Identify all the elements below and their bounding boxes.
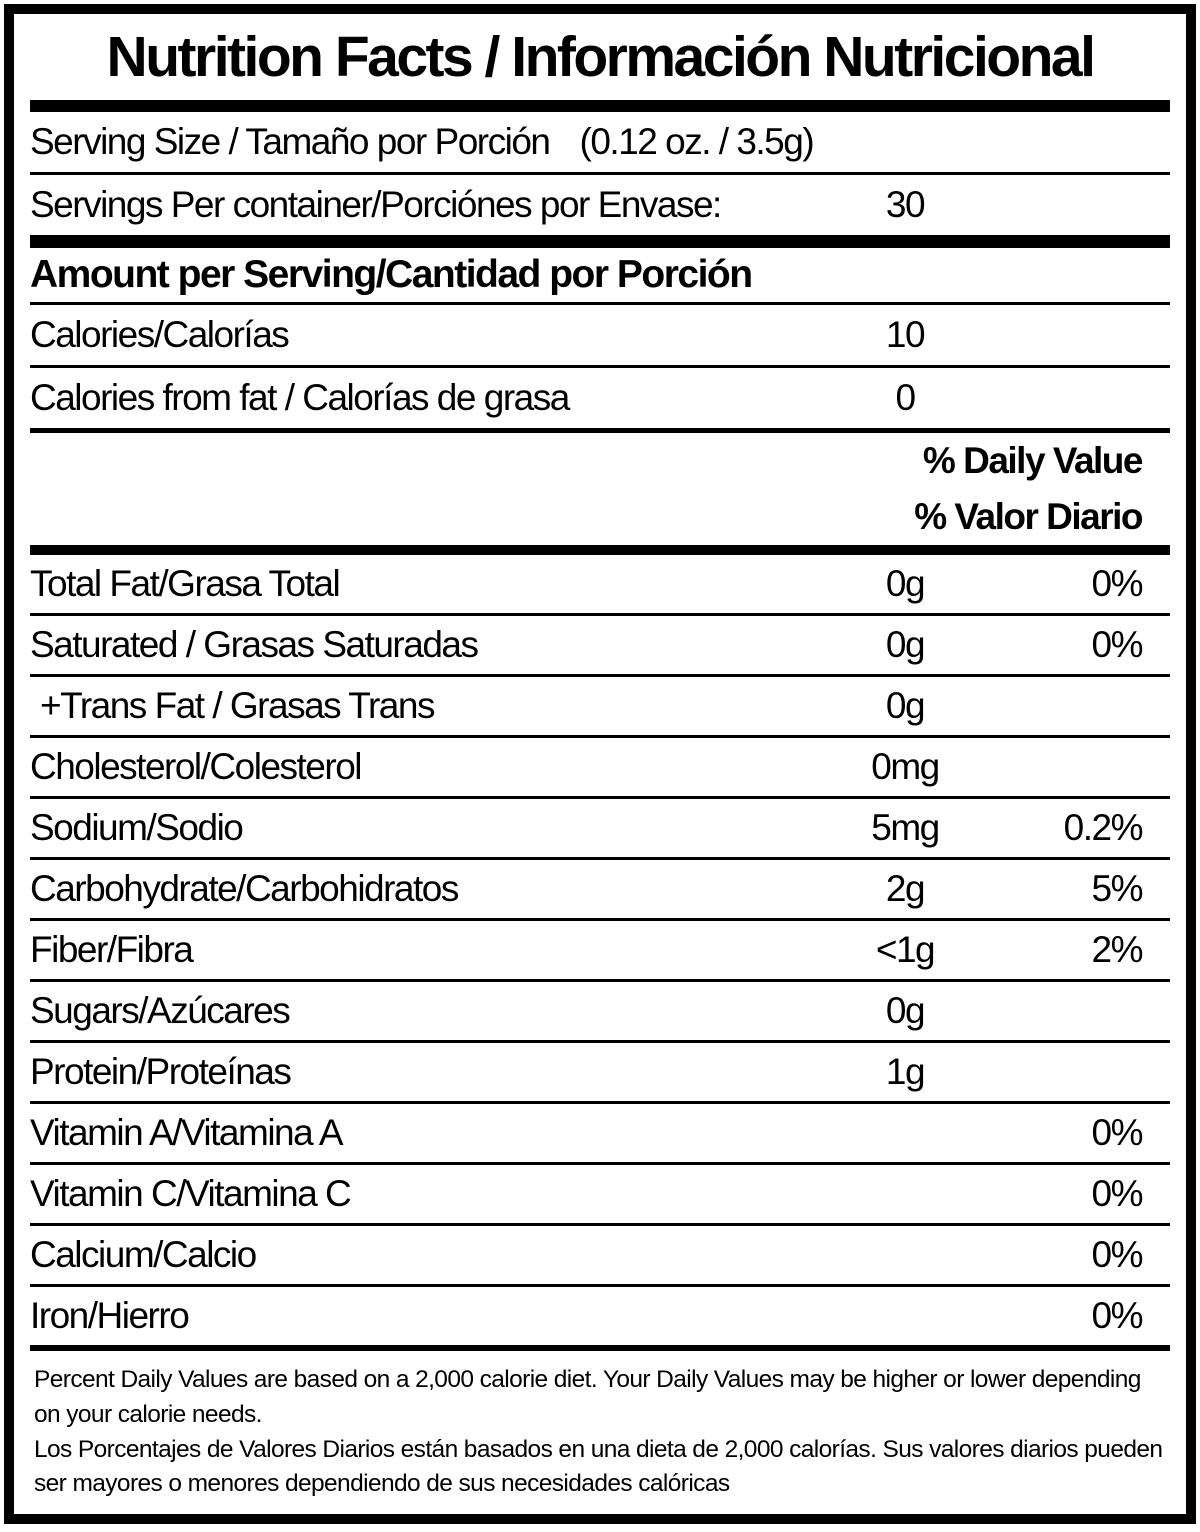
- calories-from-fat-label: Calories from fat / Calorías de grasa: [30, 377, 570, 418]
- nutrient-label: Total Fat/Grasa Total: [30, 563, 341, 604]
- divider-thin: [30, 302, 1170, 305]
- table-row-saturated-fat: Saturated / Grasas Saturadas 0g 0%: [30, 616, 1170, 677]
- table-row-cholesterol: Cholesterol/Colesterol 0mg: [30, 738, 1170, 799]
- table-row-calcium: Calcium/Calcio 0%: [30, 1226, 1170, 1287]
- table-row-sodium: Sodium/Sodio 5mg 0.2%: [30, 799, 1170, 860]
- servings-per-container-label: Servings Per container/Porciónes por Env…: [30, 184, 722, 225]
- nutrient-label: Sugars/Azúcares: [30, 990, 291, 1031]
- nutrient-label: Cholesterol/Colesterol: [30, 746, 363, 787]
- divider-thick-bottom: [30, 1345, 1170, 1351]
- table-row-protein: Protein/Proteínas 1g: [30, 1043, 1170, 1104]
- nutrient-label: Saturated / Grasas Saturadas: [30, 624, 479, 665]
- table-row-sugars: Sugars/Azúcares 0g: [30, 982, 1170, 1043]
- nutrient-label: Vitamin C/Vitamina C: [30, 1173, 352, 1214]
- nutrient-dv: 0.2%: [1063, 807, 1144, 848]
- nutrient-label: Protein/Proteínas: [30, 1051, 292, 1092]
- table-row-trans-fat: +Trans Fat / Grasas Trans 0g: [30, 677, 1170, 738]
- divider-thick: [30, 545, 1170, 555]
- nutrient-amount: 0mg: [871, 746, 940, 787]
- servings-per-container-value: 30: [885, 184, 926, 225]
- nutrient-label: Iron/Hierro: [30, 1295, 190, 1336]
- daily-value-header-es: % Valor Diario: [914, 496, 1143, 537]
- footnotes: Percent Daily Values are based on a 2,00…: [30, 1351, 1170, 1502]
- nutrient-dv: 0%: [1091, 1234, 1144, 1275]
- table-row-carbohydrate: Carbohydrate/Carbohidratos 2g 5%: [30, 860, 1170, 921]
- daily-value-header-en: % Daily Value: [922, 440, 1144, 481]
- footnote-spanish: Los Porcentajes de Valores Diarios están…: [34, 1435, 1163, 1498]
- nutrient-label: Sodium/Sodio: [30, 807, 244, 848]
- nutrient-dv: 0%: [1091, 1295, 1144, 1336]
- nutrient-amount: 1g: [885, 1051, 926, 1092]
- nutrient-dv: 0%: [1091, 1112, 1144, 1153]
- servings-per-container-row: Servings Per container/Porciónes por Env…: [30, 175, 1170, 235]
- divider-thin: [30, 365, 1170, 368]
- nutrient-dv: 0%: [1091, 563, 1144, 604]
- nutrient-amount: 0g: [885, 990, 926, 1031]
- nutrient-amount: 2g: [885, 868, 926, 909]
- nutrient-amount: 0g: [885, 624, 926, 665]
- nutrients-table: Total Fat/Grasa Total 0g 0% Saturated / …: [30, 555, 1170, 1345]
- nutrient-label: +Trans Fat / Grasas Trans: [40, 685, 435, 726]
- nutrient-amount: 0g: [885, 685, 926, 726]
- serving-size-value: (0.12 oz. / 3.5g): [579, 121, 815, 162]
- footnote-english: Percent Daily Values are based on a 2,00…: [34, 1366, 1141, 1428]
- amount-per-serving-header: Amount per Serving/Cantidad por Porción: [30, 253, 753, 296]
- divider-thick: [30, 235, 1170, 248]
- nutrient-label: Vitamin A/Vitamina A: [30, 1112, 344, 1153]
- table-row-total-fat: Total Fat/Grasa Total 0g 0%: [30, 555, 1170, 616]
- nutrient-dv: 0%: [1091, 624, 1144, 665]
- nutrition-label-frame: Nutrition Facts / Información Nutriciona…: [4, 4, 1196, 1524]
- nutrition-label-page: Nutrition Facts / Información Nutriciona…: [0, 4, 1200, 1532]
- nutrient-dv: 0%: [1091, 1173, 1144, 1214]
- table-row-vitamin-c: Vitamin C/Vitamina C 0%: [30, 1165, 1170, 1226]
- divider-medium: [30, 428, 1170, 433]
- nutrient-dv: 2%: [1091, 929, 1144, 970]
- serving-size-label: Serving Size / Tamaño por Porción: [30, 121, 551, 162]
- calories-value: 10: [885, 314, 926, 355]
- calories-row: Calories/Calorías 10: [30, 305, 1170, 365]
- nutrient-label: Fiber/Fibra: [30, 929, 194, 970]
- nutrient-dv: 5%: [1091, 868, 1144, 909]
- calories-label: Calories/Calorías: [30, 314, 290, 355]
- nutrient-label: Carbohydrate/Carbohidratos: [30, 868, 459, 909]
- serving-size-row: Serving Size / Tamaño por Porción (0.12 …: [30, 112, 1170, 172]
- nutrient-amount: 5mg: [871, 807, 940, 848]
- divider-thick-top: [30, 100, 1170, 112]
- nutrient-label: Calcium/Calcio: [30, 1234, 257, 1275]
- calories-from-fat-value: 0: [895, 377, 916, 418]
- calories-from-fat-row: Calories from fat / Calorías de grasa 0: [30, 368, 1170, 428]
- table-row-fiber: Fiber/Fibra <1g 2%: [30, 921, 1170, 982]
- nutrient-amount: <1g: [875, 929, 936, 970]
- nutrient-amount: 0g: [885, 563, 926, 604]
- table-row-iron: Iron/Hierro 0%: [30, 1287, 1170, 1345]
- label-title: Nutrition Facts / Información Nutriciona…: [106, 25, 1096, 89]
- table-row-vitamin-a: Vitamin A/Vitamina A 0%: [30, 1104, 1170, 1165]
- divider-thin: [30, 172, 1170, 175]
